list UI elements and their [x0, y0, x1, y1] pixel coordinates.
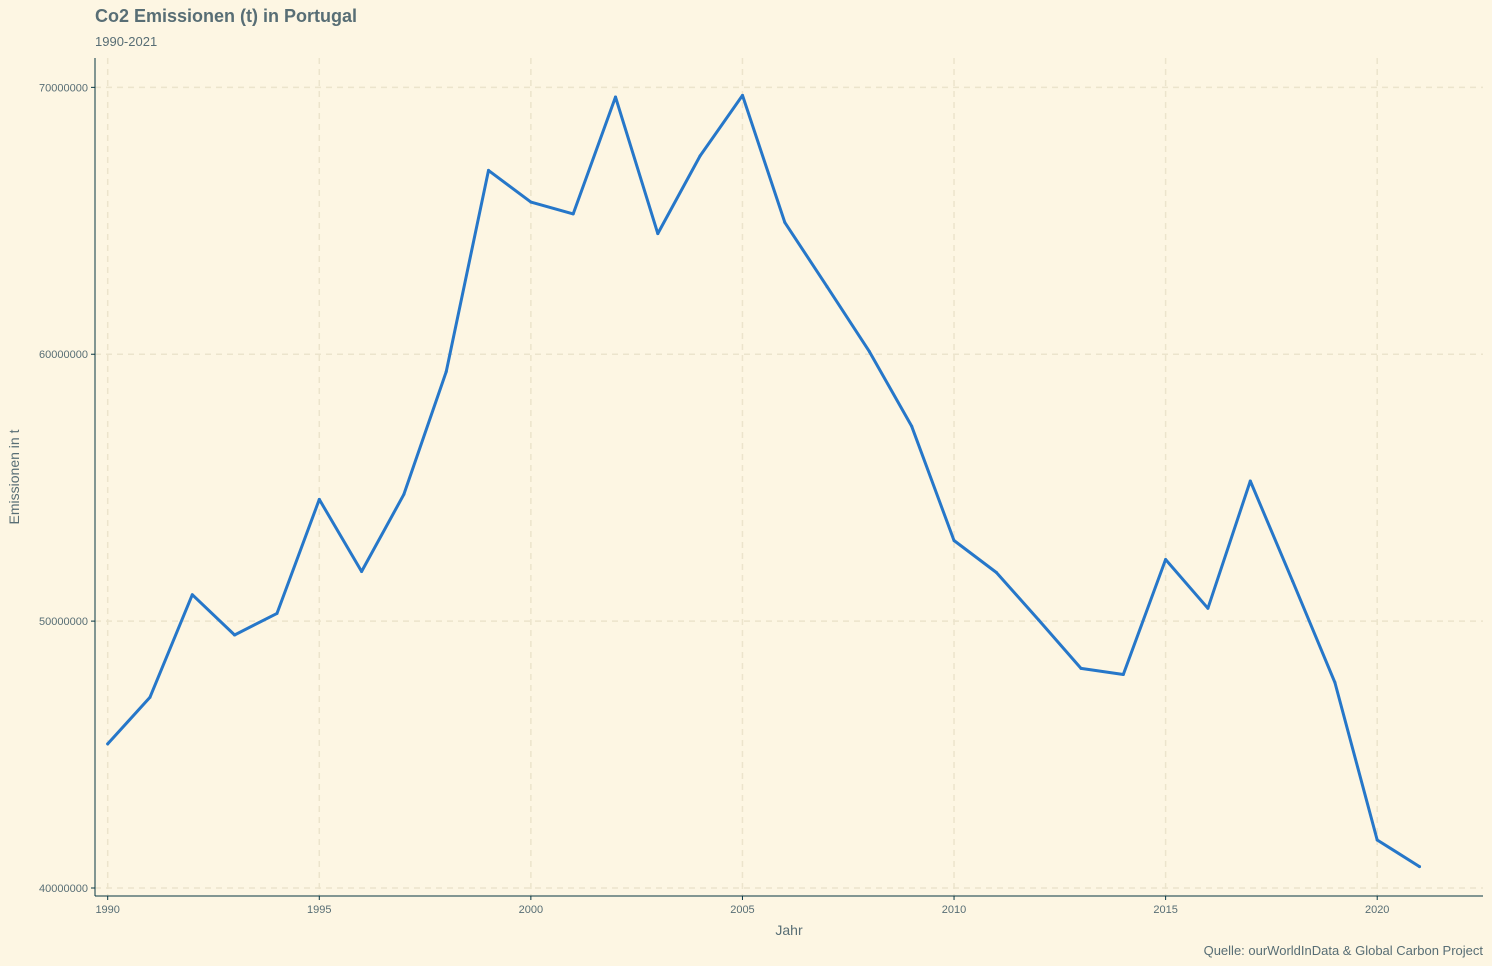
x-axis-title: Jahr: [775, 922, 803, 938]
data-point: [360, 570, 364, 573]
data-point: [952, 539, 956, 542]
y-axis-ticks: 40000000 50000000 60000000 70000000: [39, 82, 95, 895]
data-point: [1206, 606, 1210, 610]
y-axis-title: Emissionen in t: [6, 429, 22, 524]
data-point: [317, 497, 321, 501]
data-point: [444, 370, 448, 374]
data-point: [529, 200, 533, 204]
data-point: [656, 232, 660, 236]
data-point: [741, 93, 744, 97]
data-point: [698, 154, 702, 158]
data-point: [233, 633, 237, 637]
data-point: [275, 611, 279, 615]
data-point: [1291, 579, 1295, 583]
data-point: [1079, 666, 1083, 670]
data-point: [825, 285, 829, 289]
data-point: [402, 492, 406, 496]
x-tick-label: 2000: [519, 904, 543, 916]
y-tick-label: 70000000: [39, 82, 88, 94]
data-point: [783, 220, 787, 224]
x-axis-ticks: 1990 1995 2000 2005 2010 2015 2020: [95, 896, 1389, 916]
grid-lines: [95, 58, 1483, 896]
data-point: [1164, 558, 1168, 561]
data-point: [1418, 865, 1421, 869]
data-point: [994, 571, 998, 574]
x-tick-label: 2010: [942, 904, 966, 916]
chart-title: Co2 Emissionen (t) in Portugal: [95, 6, 357, 26]
x-tick-label: 2005: [730, 904, 754, 916]
data-point: [1248, 479, 1252, 483]
data-point: [1121, 673, 1125, 676]
data-point: [148, 695, 152, 699]
data-point: [1037, 618, 1041, 622]
y-tick-label: 50000000: [39, 616, 88, 628]
series-layer: [106, 93, 1421, 869]
data-point: [106, 742, 110, 746]
y-tick-label: 60000000: [39, 349, 88, 361]
data-point: [571, 212, 575, 216]
x-tick-label: 2020: [1365, 904, 1389, 916]
data-point: [190, 593, 194, 597]
chart-subtitle: 1990-2021: [95, 34, 157, 49]
data-point: [910, 424, 914, 428]
x-tick-label: 1990: [95, 904, 119, 916]
data-point: [614, 95, 617, 99]
series-line: [106, 93, 1421, 869]
data-point: [487, 168, 490, 172]
data-point: [1333, 681, 1337, 684]
data-point: [1375, 838, 1379, 842]
y-tick-label: 40000000: [39, 883, 88, 895]
chart-caption: Quelle: ourWorldInData & Global Carbon P…: [1204, 943, 1484, 958]
x-tick-label: 2015: [1153, 904, 1177, 916]
data-point: [867, 350, 871, 354]
x-tick-label: 1995: [307, 904, 331, 916]
